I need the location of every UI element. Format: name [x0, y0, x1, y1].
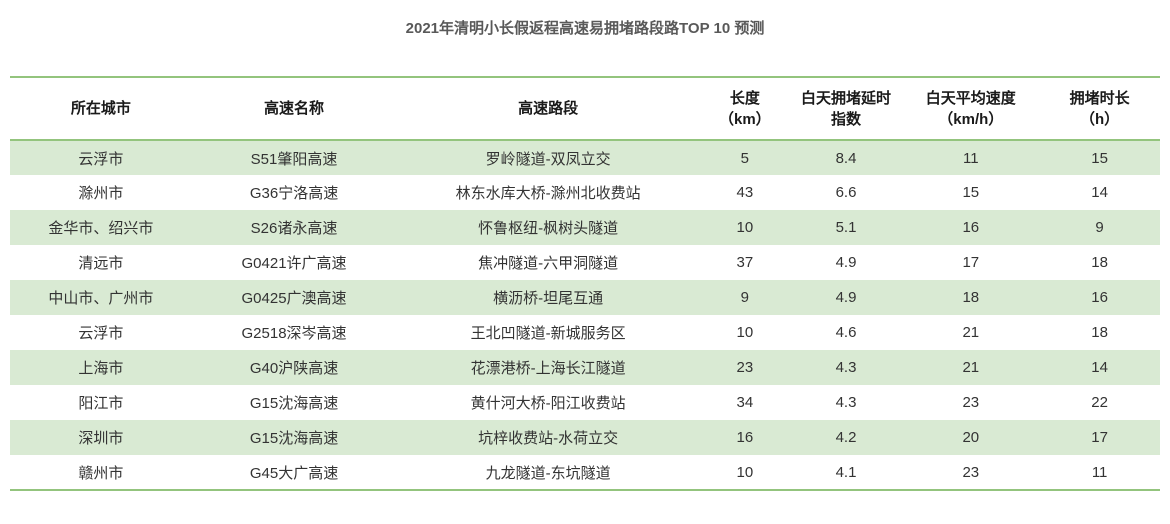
cell-duration: 14 [1091, 359, 1108, 376]
cell-highway-name: G15沈海高速 [249, 430, 339, 447]
col-header-avg-speed: 白天平均速度 （km/h） [925, 89, 1016, 128]
table-row: 云浮市 S51肇阳高速 罗岭隧道-双凤立交 5 8.4 11 15 [10, 140, 1160, 175]
cell-avg-speed: 23 [962, 394, 980, 411]
cell-city: 金华市、绍兴市 [48, 220, 154, 237]
cell-avg-speed: 18 [962, 289, 980, 306]
cell-delay-index: 6.6 [835, 184, 857, 201]
table-row: 深圳市 G15沈海高速 坑梓收费站-水荷立交 16 4.2 20 17 [10, 420, 1160, 455]
cell-length: 10 [736, 463, 754, 481]
cell-duration: 16 [1091, 289, 1108, 306]
cell-city: 中山市、广州市 [48, 290, 154, 307]
cell-city: 阳江市 [78, 395, 124, 412]
col-header-length: 长度 （km） [718, 89, 771, 128]
cell-duration: 18 [1091, 324, 1108, 341]
cell-avg-speed: 17 [962, 254, 980, 271]
cell-delay-index: 5.1 [835, 219, 857, 236]
cell-delay-index: 4.6 [835, 324, 857, 341]
cell-highway-name: S51肇阳高速 [250, 150, 338, 168]
table-row: 中山市、广州市 G0425广澳高速 横沥桥-坦尾互通 9 4.9 18 16 [10, 280, 1160, 315]
table-row: 清远市 G0421许广高速 焦冲隧道-六甲洞隧道 37 4.9 17 18 [10, 245, 1160, 280]
cell-city: 滁州市 [78, 185, 124, 202]
cell-avg-speed: 23 [962, 463, 980, 481]
cell-highway-name: G45大广高速 [249, 464, 339, 482]
cell-avg-speed: 21 [962, 359, 980, 376]
cell-avg-speed: 11 [962, 149, 979, 167]
cell-duration: 14 [1091, 184, 1108, 201]
cell-highway-section: 王北凹隧道-新城服务区 [470, 325, 626, 342]
cell-length: 5 [740, 149, 749, 167]
cell-highway-name: G40沪陕高速 [249, 360, 339, 377]
cell-length: 10 [736, 219, 754, 236]
cell-delay-index: 4.2 [835, 429, 857, 446]
cell-city: 云浮市 [78, 325, 124, 342]
table-row: 阳江市 G15沈海高速 黄什河大桥-阳江收费站 34 4.3 23 22 [10, 385, 1160, 420]
cell-length: 10 [736, 324, 754, 341]
cell-delay-index: 4.3 [835, 359, 857, 376]
cell-avg-speed: 16 [962, 219, 980, 236]
cell-length: 34 [736, 394, 754, 411]
table-row: 云浮市 G2518深岑高速 王北凹隧道-新城服务区 10 4.6 21 18 [10, 315, 1160, 350]
cell-highway-section: 九龙隧道-东坑隧道 [485, 464, 611, 482]
cell-length: 43 [736, 184, 754, 201]
cell-highway-section: 焦冲隧道-六甲洞隧道 [478, 255, 619, 272]
cell-length: 16 [736, 429, 754, 446]
cell-highway-section: 罗岭隧道-双凤立交 [485, 150, 611, 168]
header-row: 所在城市 高速名称 高速路段 长度 （km） 白天拥堵延时 指数 白天平均速度 … [10, 77, 1160, 140]
cell-highway-name: S26诸永高速 [250, 220, 338, 237]
cell-delay-index: 4.9 [835, 289, 857, 306]
cell-avg-speed: 20 [962, 429, 980, 446]
cell-duration: 18 [1091, 254, 1108, 271]
cell-highway-name: G15沈海高速 [249, 395, 339, 412]
col-header-highway-name: 高速名称 [264, 100, 325, 117]
cell-duration: 22 [1091, 394, 1108, 411]
cell-avg-speed: 15 [962, 184, 980, 201]
cell-highway-name: G0425广澳高速 [241, 290, 347, 307]
cell-city: 上海市 [78, 360, 124, 377]
cell-highway-name: G2518深岑高速 [241, 325, 347, 342]
table-row: 滁州市 G36宁洛高速 林东水库大桥-滁州北收费站 43 6.6 15 14 [10, 175, 1160, 210]
cell-city: 赣州市 [78, 464, 124, 482]
page-title: 2021年清明小长假返程高速易拥堵路段路TOP 10 预测 [405, 20, 765, 37]
cell-highway-name: G36宁洛高速 [249, 185, 339, 202]
cell-duration: 9 [1095, 219, 1104, 236]
table-row: 金华市、绍兴市 S26诸永高速 怀鲁枢纽-枫树头隧道 10 5.1 16 9 [10, 210, 1160, 245]
col-header-city: 所在城市 [70, 100, 131, 117]
cell-length: 23 [736, 359, 754, 376]
cell-highway-section: 怀鲁枢纽-枫树头隧道 [478, 220, 619, 237]
cell-delay-index: 4.1 [835, 463, 857, 481]
cell-duration: 17 [1091, 429, 1108, 446]
table-row: 赣州市 G45大广高速 九龙隧道-东坑隧道 10 4.1 23 11 [10, 455, 1160, 490]
col-header-highway-section: 高速路段 [518, 100, 579, 117]
cell-city: 清远市 [78, 255, 124, 272]
cell-highway-section: 花漂港桥-上海长江隧道 [470, 360, 626, 377]
cell-duration: 15 [1091, 149, 1108, 167]
cell-highway-section: 坑梓收费站-水荷立交 [478, 430, 619, 447]
cell-highway-section: 林东水库大桥-滁州北收费站 [455, 185, 641, 202]
col-header-duration: 拥堵时长 （h） [1069, 89, 1130, 128]
cell-highway-section: 黄什河大桥-阳江收费站 [470, 395, 626, 412]
cell-city: 深圳市 [78, 430, 124, 447]
cell-delay-index: 8.4 [835, 149, 857, 167]
cell-avg-speed: 21 [962, 324, 980, 341]
cell-delay-index: 4.3 [835, 394, 857, 411]
cell-city: 云浮市 [78, 150, 124, 168]
cell-delay-index: 4.9 [835, 254, 857, 271]
cell-length: 37 [736, 254, 754, 271]
cell-duration: 11 [1091, 463, 1108, 481]
cell-highway-section: 横沥桥-坦尾互通 [493, 290, 604, 307]
cell-length: 9 [740, 289, 749, 306]
col-header-delay-index: 白天拥堵延时 指数 [801, 89, 892, 128]
table-row: 上海市 G40沪陕高速 花漂港桥-上海长江隧道 23 4.3 21 14 [10, 350, 1160, 385]
congestion-table: 所在城市 高速名称 高速路段 长度 （km） 白天拥堵延时 指数 白天平均速度 … [10, 76, 1160, 491]
cell-highway-name: G0421许广高速 [241, 255, 347, 272]
